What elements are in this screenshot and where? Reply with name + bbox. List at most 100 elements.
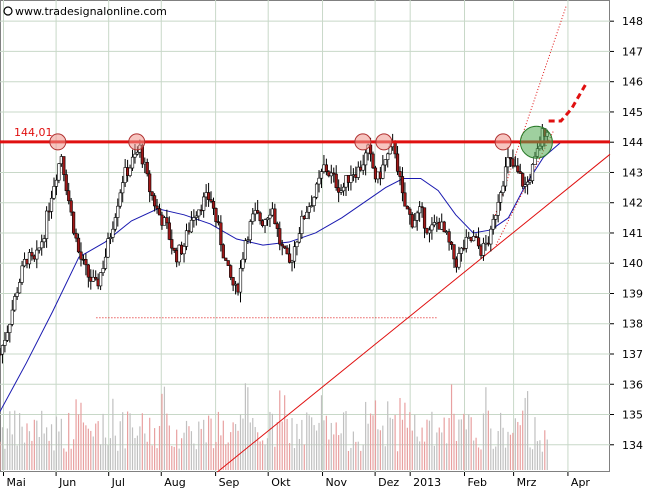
volume-bar — [75, 399, 77, 470]
volume-bar — [306, 412, 308, 470]
candle-body — [511, 158, 515, 167]
volume-bar — [544, 430, 546, 470]
overlay: 144,01 — [0, 125, 610, 159]
y-tick-label: 139 — [622, 287, 643, 300]
volume-bar — [124, 448, 126, 470]
volume-bar — [519, 425, 521, 470]
candle-body — [265, 217, 270, 220]
volume-bar — [26, 423, 28, 470]
volume-bar — [342, 412, 345, 470]
volume-bar — [139, 426, 141, 470]
candle-body — [476, 237, 481, 247]
volume-bar — [436, 432, 438, 470]
volume-bar — [127, 411, 129, 470]
volume-bar — [117, 450, 119, 470]
candle-body — [256, 210, 260, 214]
y-tick-label: 137 — [622, 348, 643, 361]
volume-bar — [261, 440, 264, 470]
volume-bar — [313, 425, 315, 470]
volume-bar — [166, 413, 168, 470]
candle-body — [356, 166, 360, 178]
candle-body — [415, 212, 419, 221]
candle-body — [472, 236, 476, 242]
volume-bar — [195, 449, 197, 470]
volume-bar — [431, 411, 433, 470]
candle-body — [111, 228, 115, 238]
volume-bar — [16, 445, 18, 470]
candle-body — [226, 260, 230, 266]
logo-icon — [3, 6, 13, 16]
volume-bar — [355, 441, 357, 470]
volume-bar — [409, 412, 411, 470]
candle-body — [462, 247, 466, 250]
candle-body — [349, 175, 353, 183]
volume-bar — [141, 413, 143, 470]
volume-bar — [232, 422, 234, 470]
volume-bar — [325, 415, 327, 470]
candle-body — [108, 237, 113, 239]
candle-body — [449, 241, 454, 245]
volume-bar — [19, 413, 21, 470]
y-tick-label: 147 — [622, 45, 643, 58]
candle-body — [155, 205, 159, 209]
volume-bar — [357, 441, 359, 470]
candle-body — [371, 153, 375, 169]
volume-bar — [485, 387, 487, 470]
projection-dashed — [548, 83, 587, 123]
candle-body — [101, 268, 105, 273]
volume-bar — [539, 440, 541, 470]
volume-bar — [379, 430, 381, 470]
candle-body — [300, 215, 304, 234]
volume-bar — [396, 451, 399, 470]
volume-bar — [244, 383, 247, 470]
candle-body — [521, 173, 525, 187]
candle-body — [197, 209, 201, 217]
volume-bar — [369, 413, 372, 470]
y-tick-label: 142 — [622, 197, 643, 210]
volume-bar — [372, 415, 374, 470]
volume-bar — [168, 425, 170, 470]
candle-body — [18, 282, 22, 294]
volume-bar — [468, 414, 470, 470]
volume-bar — [151, 445, 153, 470]
candle-body — [258, 212, 262, 222]
candle-body — [413, 220, 417, 228]
candle-body — [113, 217, 117, 230]
volume-bar — [338, 435, 340, 470]
volume-bar — [301, 419, 303, 470]
touch-marker — [49, 133, 67, 151]
candle-body — [457, 253, 461, 268]
volume-bar — [288, 443, 291, 470]
volume-bar — [318, 422, 320, 470]
volume-bar — [163, 386, 166, 470]
candle-body — [278, 228, 282, 245]
candle-body — [246, 239, 250, 242]
candle-body — [182, 246, 186, 255]
volume-bar — [443, 417, 445, 470]
volume-bar — [154, 428, 156, 470]
candle-body — [292, 246, 297, 262]
candle-body — [67, 190, 71, 202]
candle-body — [290, 260, 294, 263]
candle-body — [76, 237, 81, 253]
volume-bar — [254, 427, 256, 470]
candle-body — [427, 229, 432, 234]
volume-bar — [428, 420, 431, 470]
volume-bar — [82, 422, 85, 470]
volume-bar — [173, 446, 175, 470]
x-tick-label: Sep — [219, 476, 240, 489]
volume-bar — [200, 428, 202, 470]
candle-body — [364, 152, 368, 166]
volume-bar — [311, 417, 313, 470]
volume-bar — [259, 441, 261, 470]
candle-body — [130, 156, 135, 169]
candle-body — [172, 247, 176, 251]
candle-body — [422, 207, 427, 229]
candle-body — [214, 208, 218, 223]
candle-body — [528, 180, 532, 183]
volume-bar — [315, 430, 318, 470]
volume-bar — [500, 412, 502, 470]
volume-bar — [190, 431, 193, 470]
candle-body — [523, 184, 527, 187]
candle-body — [211, 201, 216, 209]
